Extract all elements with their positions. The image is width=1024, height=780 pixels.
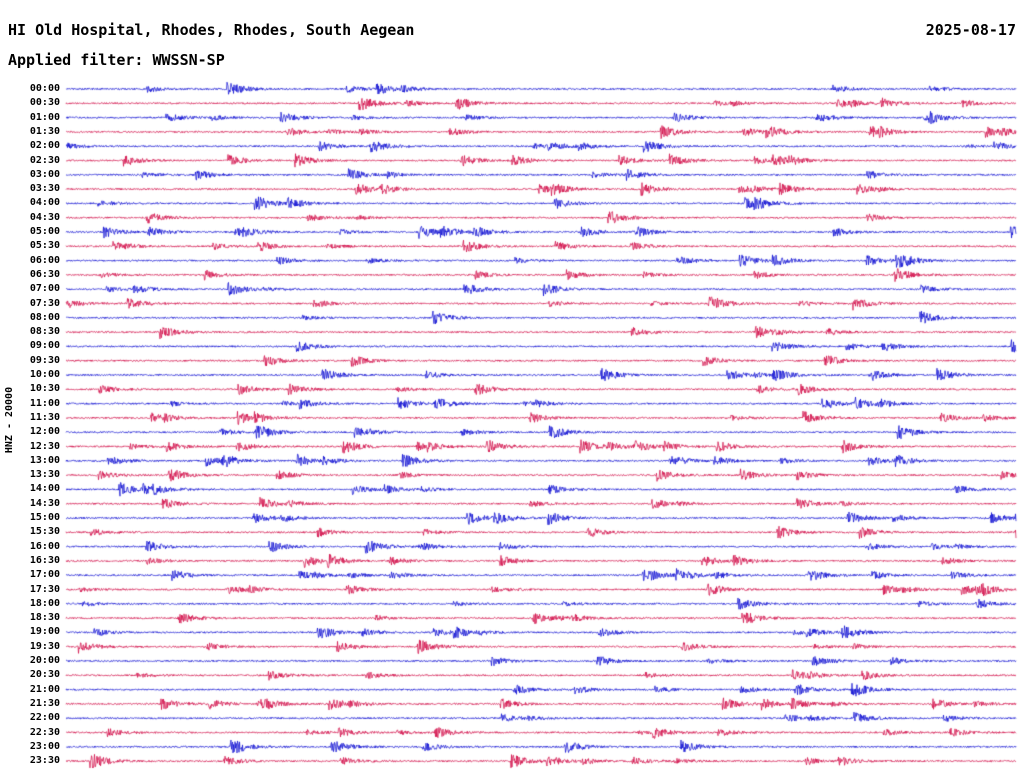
- helicorder-page: HI Old Hospital, Rhodes, Rhodes, South A…: [0, 0, 1024, 780]
- seismogram-traces-canvas: [0, 0, 1024, 780]
